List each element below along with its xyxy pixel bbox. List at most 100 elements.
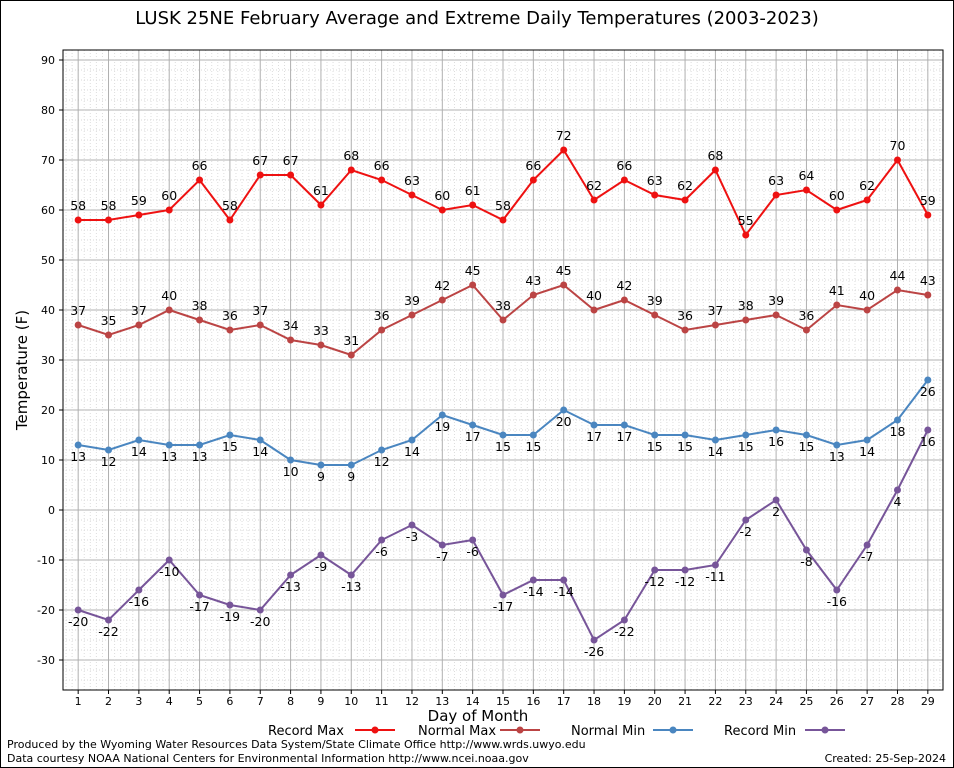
data-label: 39: [768, 293, 784, 308]
data-point: [438, 411, 446, 419]
x-tick-label: 22: [708, 695, 722, 708]
data-point: [711, 561, 719, 569]
data-label: -3: [406, 529, 418, 544]
data-point: [620, 421, 628, 429]
data-point: [681, 326, 689, 334]
data-point: [105, 446, 113, 454]
y-tick-label: -20: [37, 604, 55, 617]
data-label: 43: [920, 273, 936, 288]
x-tick-label: 23: [739, 695, 753, 708]
data-label: 13: [70, 449, 86, 464]
data-point: [590, 421, 598, 429]
data-label: 68: [343, 148, 359, 163]
data-point: [560, 146, 568, 154]
data-label: -17: [493, 599, 513, 614]
data-point: [590, 196, 598, 204]
footer-created: Created: 25-Sep-2024: [824, 752, 946, 765]
data-point: [499, 216, 507, 224]
data-label: -14: [523, 584, 543, 599]
data-point: [863, 196, 871, 204]
x-tick-label: 28: [890, 695, 904, 708]
data-label: 37: [131, 303, 147, 318]
data-point: [742, 431, 750, 439]
data-label: 63: [647, 173, 663, 188]
data-point: [802, 186, 810, 194]
footer-data-courtesy: Data courtesy NOAA National Centers for …: [7, 752, 529, 765]
data-label: 36: [798, 308, 814, 323]
data-label: 67: [283, 153, 299, 168]
x-tick-label: 12: [405, 695, 419, 708]
data-label: 34: [283, 318, 299, 333]
data-label: 36: [374, 308, 390, 323]
data-label: 66: [374, 158, 390, 173]
data-label: 26: [920, 384, 936, 399]
data-label: 45: [465, 263, 481, 278]
data-label: 66: [616, 158, 632, 173]
x-tick-label: 8: [287, 695, 294, 708]
data-label: -16: [129, 594, 149, 609]
legend: Record Max Normal Max Normal Min Record Min: [268, 724, 845, 739]
data-label: 15: [738, 439, 754, 454]
data-point: [681, 196, 689, 204]
data-point: [347, 166, 355, 174]
data-label: 16: [768, 434, 784, 449]
data-label: -20: [250, 614, 270, 629]
data-label: 20: [556, 414, 572, 429]
data-point: [772, 496, 780, 504]
data-point: [802, 326, 810, 334]
data-label: 12: [101, 454, 117, 469]
data-label: 72: [556, 128, 572, 143]
legend-swatch-marker: [371, 726, 379, 734]
data-label: 43: [525, 273, 541, 288]
data-label: 67: [252, 153, 268, 168]
data-label: 14: [131, 444, 147, 459]
data-point: [226, 326, 234, 334]
data-point: [135, 436, 143, 444]
x-tick-label: 13: [435, 695, 449, 708]
data-point: [287, 336, 295, 344]
data-label: -20: [68, 614, 88, 629]
data-label: 66: [192, 158, 208, 173]
data-label: 15: [222, 439, 238, 454]
data-label: 63: [404, 173, 420, 188]
data-label: 59: [920, 193, 936, 208]
data-point: [196, 316, 204, 324]
data-point: [196, 441, 204, 449]
footer-produced-by: Produced by the Wyoming Water Resources …: [7, 738, 586, 751]
x-tick-label: 4: [166, 695, 173, 708]
data-point: [924, 291, 932, 299]
data-label: 35: [101, 313, 117, 328]
data-point: [317, 201, 325, 209]
data-label: -12: [675, 574, 695, 589]
data-point: [772, 311, 780, 319]
data-point: [529, 431, 537, 439]
data-point: [347, 571, 355, 579]
data-point: [742, 316, 750, 324]
data-point: [681, 566, 689, 574]
data-point: [469, 281, 477, 289]
data-label: 31: [343, 333, 359, 348]
data-point: [620, 296, 628, 304]
data-point: [833, 301, 841, 309]
data-point: [499, 431, 507, 439]
data-label: -2: [740, 524, 752, 539]
data-point: [135, 321, 143, 329]
data-point: [772, 191, 780, 199]
data-label: 41: [829, 283, 845, 298]
data-label: -9: [315, 559, 328, 574]
data-point: [165, 556, 173, 564]
data-point: [651, 311, 659, 319]
data-point: [499, 591, 507, 599]
x-tick-label: 26: [830, 695, 844, 708]
data-label: 37: [707, 303, 723, 318]
data-point: [226, 431, 234, 439]
data-label: -7: [436, 549, 448, 564]
legend-label-record-min: Record Min: [724, 724, 796, 739]
data-point: [226, 601, 234, 609]
data-point: [74, 606, 82, 614]
x-tick-label: 2: [105, 695, 112, 708]
data-label: -10: [159, 564, 179, 579]
data-point: [347, 351, 355, 359]
data-label: 39: [647, 293, 663, 308]
